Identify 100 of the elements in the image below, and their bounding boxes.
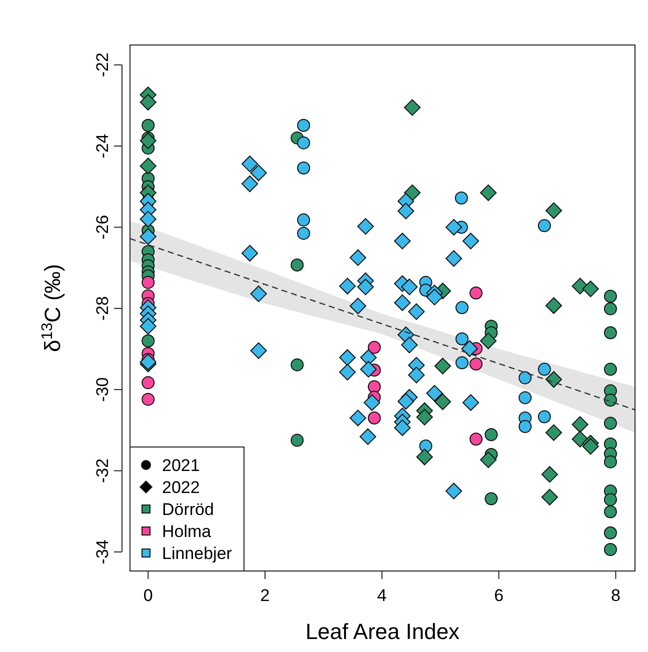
x-tick-label: 4 (377, 586, 387, 605)
point (518, 371, 532, 384)
point (404, 184, 421, 202)
y-tick-label: -34 (93, 540, 112, 564)
x-axis-title: Leaf Area Index (305, 619, 460, 644)
y-tick-label: -24 (93, 134, 112, 158)
point (350, 249, 366, 266)
point (394, 419, 411, 436)
point (408, 303, 425, 320)
point (416, 408, 433, 426)
point (461, 340, 478, 357)
point (454, 192, 468, 205)
point (394, 294, 411, 312)
point (250, 285, 267, 302)
point (401, 336, 418, 354)
x-tick-label: 2 (260, 586, 270, 605)
point (470, 358, 483, 371)
point (142, 376, 155, 390)
x-tick-label: 8 (610, 586, 620, 605)
y-tick-label: -28 (93, 296, 112, 321)
point (541, 488, 558, 506)
point (462, 232, 480, 250)
point (470, 432, 483, 446)
point (350, 298, 366, 314)
point (297, 213, 310, 226)
x-tick-label: 0 (143, 586, 153, 605)
point (572, 430, 588, 448)
point (604, 326, 617, 340)
point (398, 202, 414, 220)
point (434, 358, 452, 374)
point (480, 451, 497, 468)
point (426, 288, 443, 306)
point (408, 366, 425, 384)
y-tick-label: -26 (93, 214, 112, 240)
point (368, 340, 381, 354)
point (604, 290, 617, 303)
point (142, 276, 155, 289)
point (297, 118, 310, 132)
legend-label: Holma (162, 522, 212, 541)
point (140, 228, 156, 245)
point (297, 226, 310, 240)
point (142, 118, 155, 132)
point (480, 184, 497, 202)
point (545, 202, 562, 219)
point (339, 364, 356, 380)
point (604, 493, 617, 506)
point (604, 505, 617, 518)
point (357, 278, 374, 296)
point (582, 438, 599, 455)
point (541, 466, 558, 483)
point (419, 439, 432, 452)
x-tick-label: 6 (494, 586, 504, 605)
legend-label: Linnebjer (162, 544, 232, 563)
point (538, 410, 551, 424)
point (368, 380, 381, 394)
point (434, 393, 452, 410)
y-tick-label: -32 (93, 458, 112, 484)
point (538, 362, 551, 376)
y-tick-label: -22 (93, 52, 112, 78)
point (242, 176, 258, 192)
point (604, 302, 617, 316)
point (398, 393, 414, 410)
point (462, 394, 480, 411)
point (484, 428, 498, 442)
point (404, 99, 421, 116)
point (545, 371, 562, 388)
point (538, 219, 551, 232)
line-series (129, 238, 636, 410)
point (604, 526, 617, 540)
y-tick-label: -30 (93, 377, 112, 402)
point (360, 360, 377, 378)
point (242, 244, 258, 262)
point (604, 394, 617, 407)
point (368, 411, 381, 424)
point (142, 392, 155, 406)
point (140, 158, 156, 174)
point (140, 210, 156, 228)
point (401, 278, 418, 296)
point (394, 232, 411, 250)
point (297, 136, 310, 150)
point (604, 416, 617, 430)
point (572, 416, 588, 433)
point (250, 342, 267, 359)
point (545, 297, 562, 314)
point (455, 301, 468, 314)
point (480, 332, 497, 350)
point (142, 334, 155, 348)
point (518, 391, 532, 404)
legend-label: 2021 (162, 456, 200, 475)
point (455, 356, 468, 370)
point (297, 161, 310, 174)
point (290, 434, 304, 447)
point (350, 410, 366, 426)
point (290, 258, 304, 272)
point (140, 318, 156, 335)
point (545, 424, 562, 441)
point (470, 286, 483, 300)
point (290, 358, 304, 372)
point (582, 280, 599, 298)
point (484, 492, 498, 506)
